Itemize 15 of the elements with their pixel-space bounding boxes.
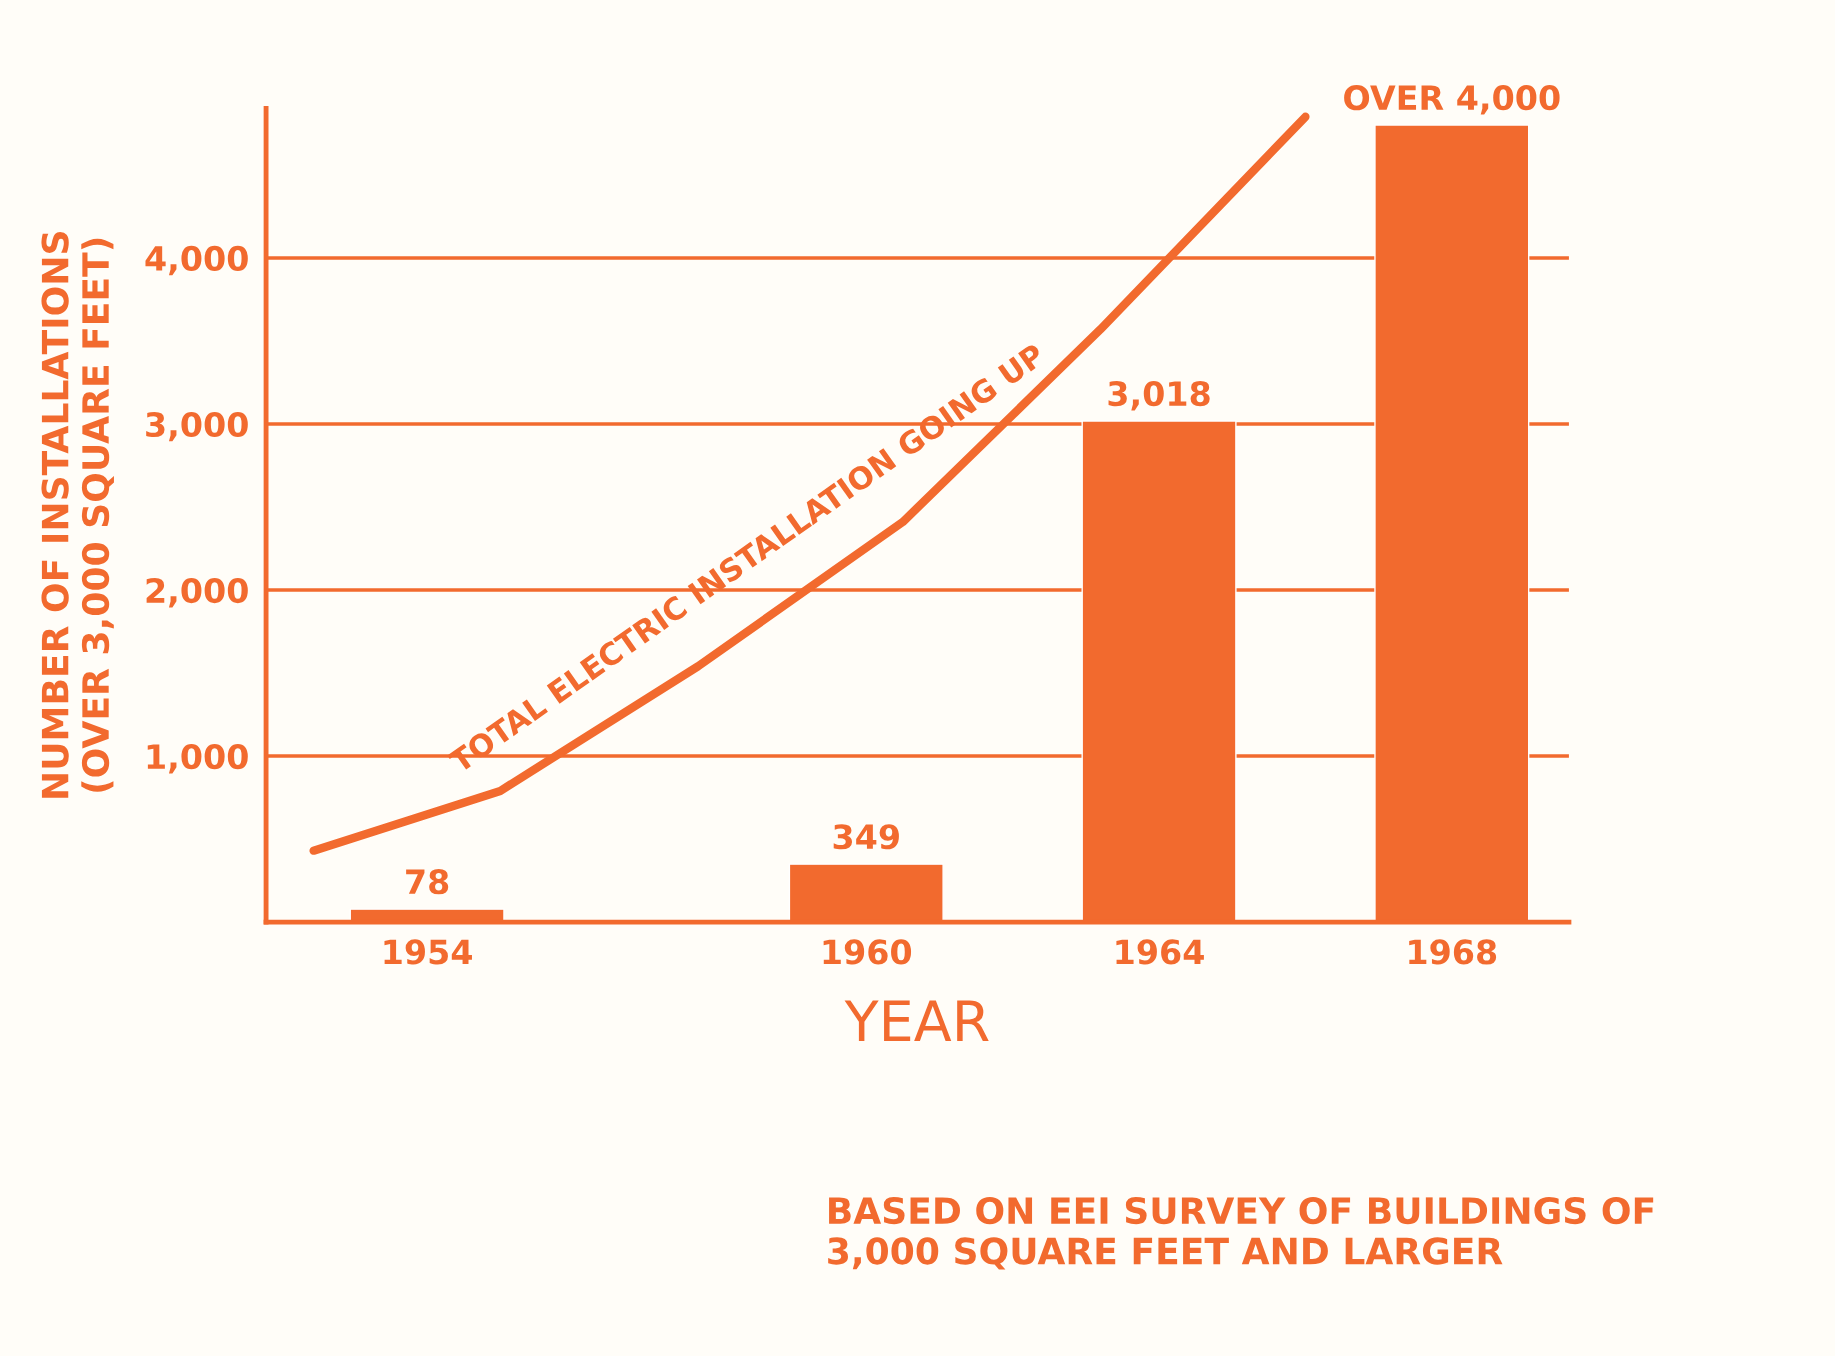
y-axis-title: NUMBER OF INSTALLATIONS (OVER 3,000 SQUARE FEET) (41, 232, 114, 798)
data-label: 3,018 (1108, 380, 1210, 411)
data-label: OVER 4,000 (1344, 85, 1560, 115)
data-label: 349 (833, 824, 899, 850)
x-tick-label: 1954 (384, 939, 472, 965)
x-tick-label: 1960 (823, 939, 912, 965)
x-tick-label: 1964 (1116, 939, 1204, 965)
x-axis-title: YEAR (844, 1000, 989, 1041)
data-label: 78 (406, 869, 449, 895)
y-tick-label: 2,000 (146, 577, 248, 608)
text: BASED ON EEI SURVEY OF BUILDINGS OF 3,000 SQUARE FEET AND LARGER (828, 1196, 1654, 1270)
y-tick-label: 3,000 (146, 411, 248, 442)
y-tick-label: 1,000 (147, 743, 248, 774)
y-tick-label: 4,000 (145, 245, 248, 276)
x-tick-label: 1968 (1409, 939, 1497, 965)
